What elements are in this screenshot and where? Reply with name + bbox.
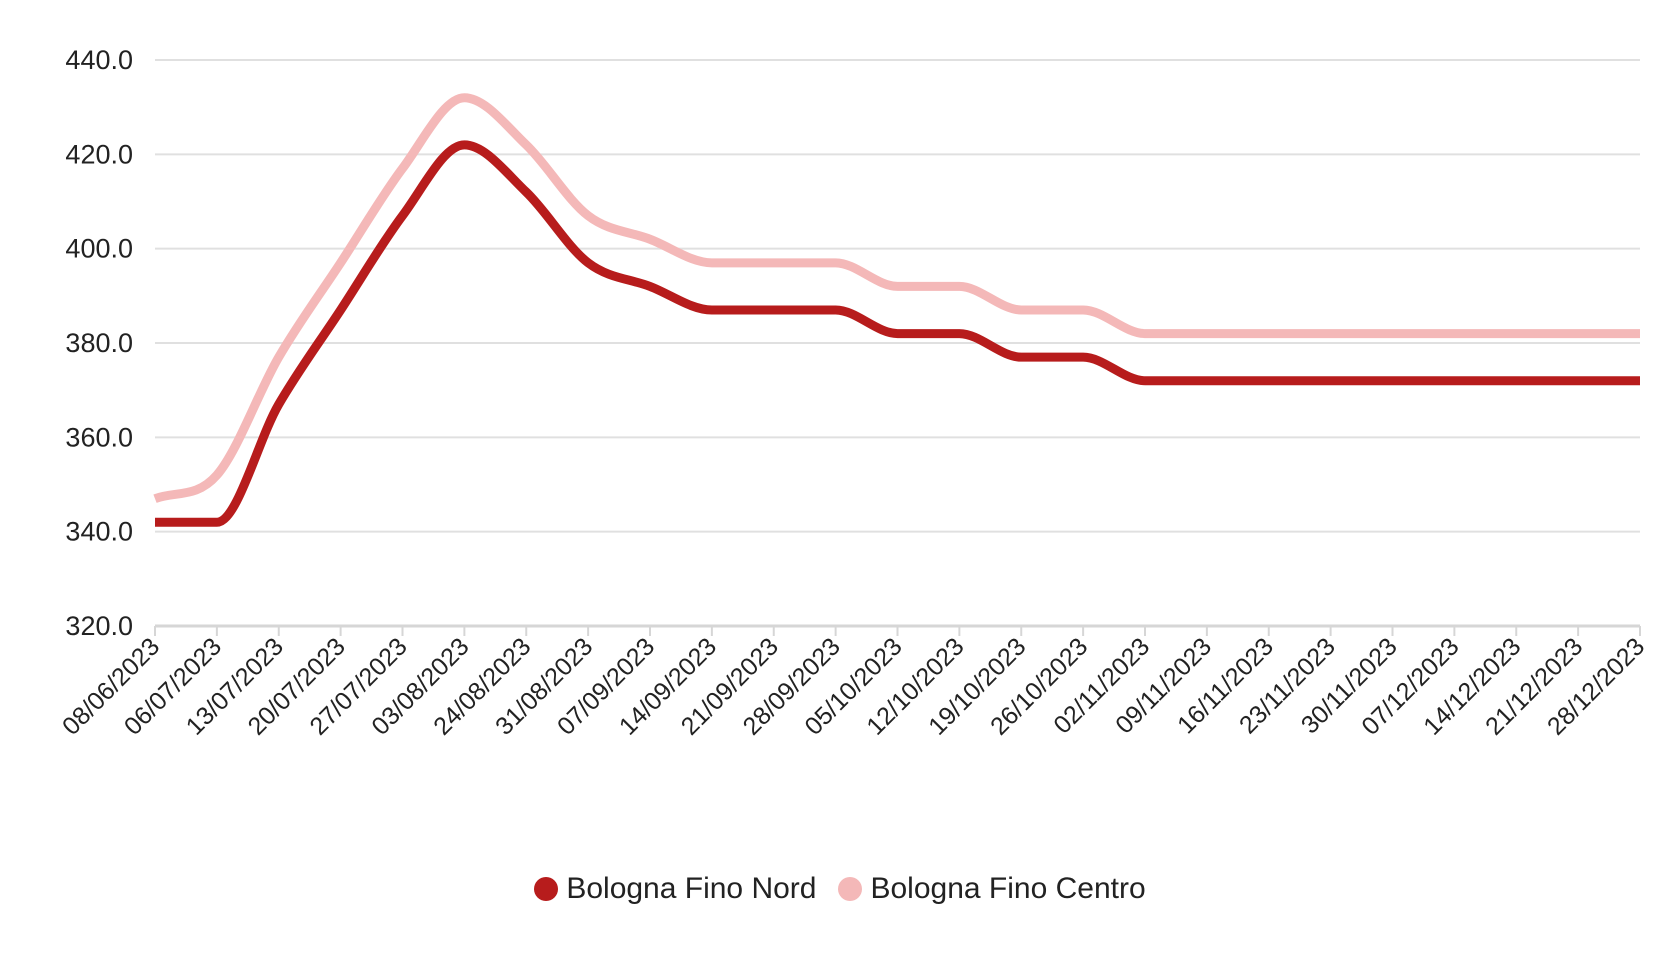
y-tick-label: 320.0 (65, 611, 133, 641)
x-axis: 08/06/202306/07/202313/07/202320/07/2023… (57, 626, 1650, 741)
line-chart: 320.0 340.0 360.0 380.0 400.0 420.0 440.0 08/0… (57, 45, 1650, 741)
legend: Bologna Fino Nord Bologna Fino Centro (0, 872, 1680, 906)
legend-label-nord: Bologna Fino Nord (566, 872, 817, 905)
y-tick-label: 420.0 (65, 139, 133, 169)
legend-marker-centro (838, 877, 863, 901)
y-tick-label: 400.0 (65, 234, 133, 264)
series-lines (153, 93, 1640, 527)
y-axis: 320.0 340.0 360.0 380.0 400.0 420.0 440.0 (65, 45, 133, 641)
series-line-centro (153, 93, 1640, 503)
series-line-nord (154, 140, 1640, 527)
legend-label-centro: Bologna Fino Centro (870, 872, 1146, 905)
legend-item-centro[interactable]: Bologna Fino Centro (838, 872, 1146, 906)
grid-lines (155, 59, 1640, 628)
y-tick-label: 440.0 (65, 45, 133, 75)
y-tick-label: 340.0 (65, 517, 133, 547)
legend-item-nord[interactable]: Bologna Fino Nord (534, 872, 816, 906)
y-tick-label: 380.0 (65, 328, 133, 358)
legend-marker-nord (534, 877, 559, 901)
y-tick-label: 360.0 (65, 422, 133, 452)
